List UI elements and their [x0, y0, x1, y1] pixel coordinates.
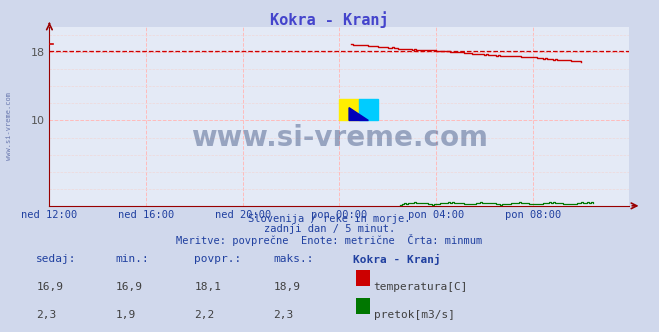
- Text: 18,1: 18,1: [194, 282, 221, 292]
- Text: www.si-vreme.com: www.si-vreme.com: [5, 92, 12, 160]
- Text: 1,9: 1,9: [115, 310, 136, 320]
- Text: sedaj:: sedaj:: [36, 254, 76, 264]
- Polygon shape: [349, 108, 368, 121]
- Polygon shape: [358, 99, 378, 121]
- Text: Meritve: povprečne  Enote: metrične  Črta: minmum: Meritve: povprečne Enote: metrične Črta:…: [177, 234, 482, 246]
- Text: 2,2: 2,2: [194, 310, 215, 320]
- Text: 2,3: 2,3: [36, 310, 57, 320]
- Text: Kokra - Kranj: Kokra - Kranj: [353, 254, 440, 265]
- Text: Slovenija / reke in morje.: Slovenija / reke in morje.: [248, 214, 411, 224]
- Text: 18,9: 18,9: [273, 282, 301, 292]
- Text: pretok[m3/s]: pretok[m3/s]: [374, 310, 455, 320]
- Text: 16,9: 16,9: [36, 282, 63, 292]
- Text: www.si-vreme.com: www.si-vreme.com: [191, 124, 488, 152]
- Text: temperatura[C]: temperatura[C]: [374, 282, 468, 292]
- Text: 16,9: 16,9: [115, 282, 142, 292]
- Text: Kokra - Kranj: Kokra - Kranj: [270, 12, 389, 29]
- Text: povpr.:: povpr.:: [194, 254, 242, 264]
- Text: zadnji dan / 5 minut.: zadnji dan / 5 minut.: [264, 224, 395, 234]
- Text: min.:: min.:: [115, 254, 149, 264]
- Polygon shape: [339, 99, 358, 121]
- Text: maks.:: maks.:: [273, 254, 314, 264]
- Text: 2,3: 2,3: [273, 310, 294, 320]
